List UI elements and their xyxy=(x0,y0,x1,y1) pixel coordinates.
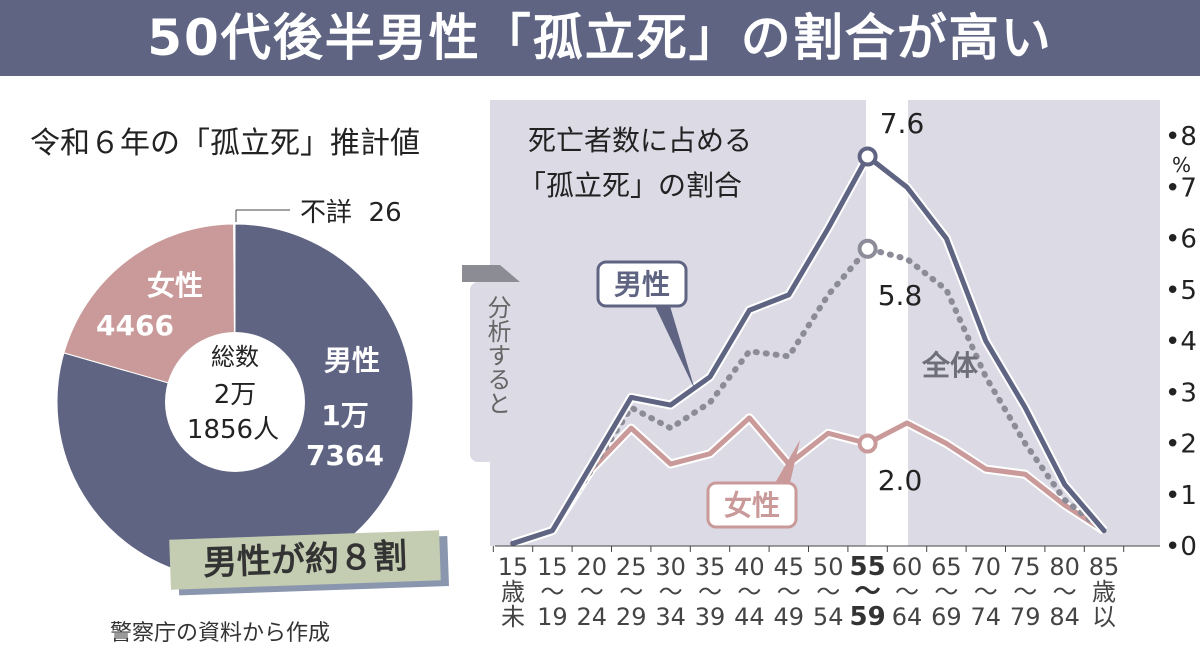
x-tick-label: 79 xyxy=(1010,603,1041,630)
overall-legend: 全体 xyxy=(921,349,979,382)
x-tick-label: 54 xyxy=(813,603,844,630)
x-tick-label: 40 xyxy=(734,553,765,581)
male-peak-label: 7.6 xyxy=(880,107,925,140)
x-tick-label: 34 xyxy=(655,603,686,630)
arrow-text-box xyxy=(470,282,516,462)
series-marker xyxy=(857,146,878,167)
x-tick-label: 59 xyxy=(850,602,886,630)
male-legend-box xyxy=(596,260,688,308)
x-tick-label: 未 xyxy=(501,603,525,630)
y-tick-label: •2 xyxy=(1165,430,1197,460)
y-tick-label: •1 xyxy=(1165,481,1197,511)
x-tick-label: 65 xyxy=(931,553,962,581)
x-tick-label: 24 xyxy=(577,603,608,630)
y-tick-label: •6 xyxy=(1165,225,1197,255)
source-note: 警察庁の資料から作成 xyxy=(110,621,331,646)
x-tick-label: 55 xyxy=(850,552,886,582)
female-label: 女性 xyxy=(147,269,203,302)
x-tick-label: 45 xyxy=(774,553,805,581)
pie-title: 令和６年の「孤立死」推計値 xyxy=(30,126,420,161)
y-tick-label: •5 xyxy=(1165,276,1197,306)
x-tick-label: 60 xyxy=(892,553,923,581)
x-tick-label: 29 xyxy=(616,603,647,630)
x-tick-label: 15 xyxy=(537,553,568,581)
x-tick-label: 〜 xyxy=(659,578,683,606)
male-label: 男性 xyxy=(324,344,380,377)
x-tick-label: 〜 xyxy=(698,578,722,606)
arrow-icon xyxy=(462,265,520,282)
x-tick-label: 〜 xyxy=(777,578,801,606)
total-value-1: 2万 xyxy=(214,380,257,410)
x-tick-label: 70 xyxy=(971,553,1002,581)
arrow-text: 分析すると xyxy=(483,295,511,415)
male-value-1: 1万 xyxy=(321,399,368,432)
series-line-女性 xyxy=(510,415,1107,546)
unknown-label-text: 不詳 xyxy=(300,198,353,228)
female-peak-label: 2.0 xyxy=(878,464,923,497)
x-tick-label: 〜 xyxy=(934,578,958,606)
unknown-label: 不詳 26 xyxy=(300,192,402,229)
x-tick-label: 〜 xyxy=(619,578,643,606)
male-legend: 男性 xyxy=(614,268,670,301)
unknown-value: 26 xyxy=(368,198,402,228)
y-tick-label: •0 xyxy=(1165,532,1197,562)
x-tick-label: 80 xyxy=(1049,553,1080,581)
male-value-2: 7364 xyxy=(306,439,384,472)
x-tick-label: 〜 xyxy=(737,578,761,606)
x-tick-label: 〜 xyxy=(580,578,604,606)
overall-peak-label: 5.8 xyxy=(878,279,923,312)
x-tick-label: 64 xyxy=(892,603,923,630)
x-tick-label: 〜 xyxy=(974,578,998,606)
female-legend: 女性 xyxy=(724,489,780,522)
male-legend-pointer xyxy=(655,306,695,390)
x-tick-label: 74 xyxy=(971,603,1002,630)
x-tick-label: 15 xyxy=(498,553,529,581)
x-tick-label: 39 xyxy=(695,603,726,630)
y-tick-label: •3 xyxy=(1165,378,1197,408)
x-tick-label: 〜 xyxy=(1053,578,1077,606)
series-line-男性 xyxy=(510,154,1107,546)
x-tick-label: 69 xyxy=(931,603,962,630)
chart-background xyxy=(490,100,1160,546)
x-tick-label: 85 xyxy=(1089,553,1120,581)
charts: 総数 2万 1856人 女性 4466 男性 1万 7364 分析すると 死亡者… xyxy=(56,100,1197,630)
x-tick-label: 20 xyxy=(577,553,608,581)
x-tick-label: 歳 xyxy=(1092,578,1116,606)
callout-badge: 男性が約８割 xyxy=(169,530,441,590)
y-tick-label: •8 xyxy=(1165,122,1197,152)
x-tick-label: 49 xyxy=(774,603,805,630)
axes: 15歳未15〜1920〜2425〜2930〜3435〜3940〜4445〜495… xyxy=(492,122,1197,630)
x-tick-label: 35 xyxy=(695,553,726,581)
y-tick-label: •4 xyxy=(1165,327,1197,357)
x-tick-label: 75 xyxy=(1010,553,1041,581)
series-marker xyxy=(857,433,878,454)
y-tick-label: •7 xyxy=(1165,173,1197,203)
chart-title-2: 「孤立死」の割合 xyxy=(518,169,742,202)
x-tick-label: 84 xyxy=(1049,603,1080,630)
x-tick-label: 〜 xyxy=(1013,578,1037,606)
x-tick-label: 〜 xyxy=(855,577,881,607)
x-tick-label: 50 xyxy=(813,553,844,581)
line-series xyxy=(510,146,1108,548)
female-value: 4466 xyxy=(96,309,174,342)
total-label: 総数 xyxy=(211,343,259,371)
x-tick-label: 30 xyxy=(655,553,686,581)
total-value-2: 1856人 xyxy=(187,415,279,445)
y-unit: % xyxy=(1172,153,1191,177)
x-tick-label: 以 xyxy=(1092,603,1116,630)
female-legend-box xyxy=(706,481,798,529)
x-tick-label: 〜 xyxy=(895,578,919,606)
x-tick-label: 44 xyxy=(734,603,765,630)
female-legend-pointer xyxy=(775,440,800,483)
chart-title-1: 死亡者数に占める xyxy=(528,124,752,157)
x-tick-label: 歳 xyxy=(501,578,525,606)
x-tick-label: 19 xyxy=(537,603,568,630)
x-tick-label: 25 xyxy=(616,553,647,581)
x-tick-label: 〜 xyxy=(540,578,564,606)
x-tick-label: 〜 xyxy=(816,578,840,606)
donut-hole xyxy=(165,332,305,472)
headline: 50代後半男性「孤立死」の割合が高い xyxy=(0,0,1200,76)
series-marker xyxy=(857,238,878,259)
